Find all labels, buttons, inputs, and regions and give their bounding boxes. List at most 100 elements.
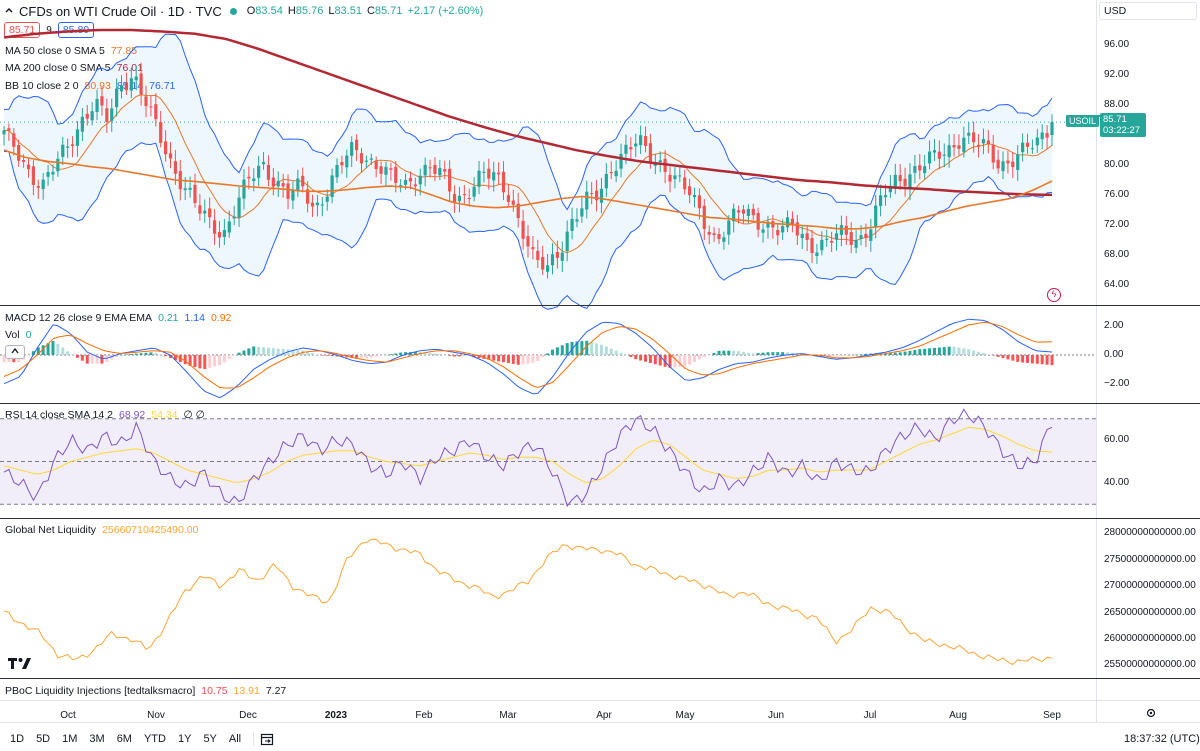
candle-body — [66, 146, 70, 148]
pane-separator-gnl[interactable] — [0, 518, 1200, 519]
ohlc-low-value: 83.51 — [334, 5, 362, 17]
price-axis-separator — [1096, 0, 1097, 722]
candle-body — [320, 204, 324, 206]
rsi-tick-label: 60.00 — [1104, 434, 1130, 446]
range-divider — [253, 732, 255, 746]
range-1d[interactable]: 1D — [10, 733, 25, 745]
macd-histogram-bar — [311, 353, 315, 355]
symbol-badge: USOIL — [1066, 115, 1100, 127]
macd-histogram-bar — [193, 355, 197, 368]
candle-body — [222, 229, 226, 238]
range-1m[interactable]: 1M — [62, 733, 78, 745]
candle-body — [61, 144, 65, 157]
candle-body — [996, 159, 1000, 169]
macd-histogram-bar — [80, 355, 84, 361]
date-range-icon[interactable] — [260, 732, 274, 746]
range-6m[interactable]: 6M — [116, 733, 132, 745]
candle-body — [776, 230, 780, 236]
macd-histogram-bar — [497, 355, 501, 362]
pane-separator-rsi[interactable] — [0, 403, 1200, 404]
price-change: +2.17 (+2.60%) — [407, 5, 484, 17]
candle-body — [85, 113, 89, 119]
macd-histogram-bar — [173, 355, 177, 361]
macd-histogram-bar — [110, 355, 114, 360]
macd-histogram-bar — [183, 355, 187, 365]
currency-select[interactable]: USD — [1099, 2, 1197, 20]
candle-body — [232, 216, 236, 219]
macd-histogram-bar — [658, 355, 662, 366]
candle-body — [110, 108, 114, 121]
rsi-ma-value: 54.34 — [151, 409, 178, 421]
candle-body — [26, 164, 31, 170]
candle-body — [41, 179, 45, 190]
legend-macd[interactable]: MACD 12 26 close 9 EMA EMA 0.21 1.14 0.92 — [5, 312, 237, 324]
range-3m[interactable]: 3M — [89, 733, 105, 745]
legend-ma50[interactable]: MA 50 close 0 SMA 5 77.85 — [5, 45, 143, 57]
macd-histogram-bar — [737, 351, 741, 355]
candle-body — [717, 234, 721, 240]
legend-vol[interactable]: Vol 0 — [5, 329, 37, 341]
symbol-title[interactable]: CFDs on WTI Crude Oil · 1D · TVC — [19, 3, 222, 19]
macd-histogram-bar — [1001, 355, 1005, 359]
macd-histogram-bar — [913, 349, 917, 355]
candle-body — [648, 143, 653, 164]
candle-body — [80, 116, 84, 132]
range-5d[interactable]: 5D — [36, 733, 51, 745]
sell-button[interactable]: 85.71 — [4, 22, 41, 38]
candle-body — [947, 145, 951, 158]
range-5y[interactable]: 5Y — [203, 733, 217, 745]
macd-histogram-bar — [712, 352, 716, 355]
candle-body — [658, 160, 662, 163]
candle-body — [991, 145, 995, 163]
time-tick-label: Jul — [863, 710, 877, 721]
range-1y[interactable]: 1Y — [177, 733, 192, 745]
candle-body — [874, 205, 878, 227]
macd-histogram-bar — [134, 353, 138, 355]
macd-histogram-bar — [1011, 355, 1015, 361]
candle-body — [119, 85, 124, 92]
candle-body — [296, 178, 300, 191]
macd-histogram-bar — [467, 355, 471, 357]
candle-body — [668, 174, 672, 182]
macd-histogram-bar — [688, 355, 692, 365]
macd-histogram-bar — [262, 347, 266, 355]
candle-body — [75, 129, 80, 146]
collapse-pane-button[interactable] — [5, 345, 25, 359]
candle-body — [521, 220, 525, 239]
chart-canvas[interactable] — [0, 0, 1200, 722]
candle-body — [237, 197, 241, 218]
candle-body — [536, 250, 540, 261]
candle-body — [585, 191, 589, 210]
range-ytd[interactable]: YTD — [143, 733, 166, 745]
candle-body — [898, 175, 902, 182]
macd-histogram-bar — [296, 350, 300, 355]
macd-tick-label: 0.00 — [1104, 349, 1124, 360]
candle-body — [281, 183, 285, 187]
pane-separator-macd[interactable] — [0, 305, 1200, 306]
legend-gnl[interactable]: Global Net Liquidity 25660710425490.00 — [5, 524, 204, 536]
collapse-icon[interactable] — [4, 6, 14, 16]
candle-body — [1050, 122, 1054, 136]
settings-gear-icon[interactable] — [1145, 707, 1157, 719]
candle-body — [56, 158, 60, 172]
candle-body — [301, 175, 305, 187]
range-all[interactable]: All — [228, 733, 242, 745]
candle-body — [389, 168, 393, 170]
gnl-value: 25660710425490.00 — [102, 524, 199, 536]
legend-pboc[interactable]: PBoC Liquidity Injections [tedtalksmacro… — [5, 685, 292, 697]
pane-separator-pboc[interactable] — [0, 678, 1200, 679]
price-tick-label: 64.00 — [1104, 279, 1130, 290]
lightning-icon[interactable]: ϟ — [1047, 288, 1061, 302]
macd-histogram-bar — [271, 348, 275, 355]
candle-body — [683, 177, 687, 190]
candle-body — [864, 233, 868, 239]
macd-histogram-bar — [732, 350, 736, 355]
candle-body — [839, 225, 844, 235]
candle-body — [183, 188, 187, 191]
candle-body — [820, 239, 824, 251]
candle-body — [903, 178, 907, 187]
legend-rsi[interactable]: RSI 14 close SMA 14 2 68.92 54.34 ∅ ∅ — [5, 409, 211, 421]
candle-body — [643, 136, 648, 146]
candle-body — [17, 144, 21, 161]
utc-clock[interactable]: 18:37:32 (UTC) — [1124, 733, 1200, 745]
